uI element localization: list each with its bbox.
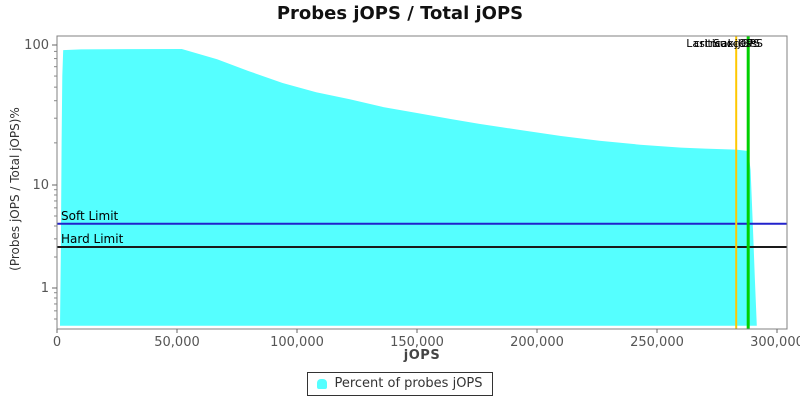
x-tick-label: 200,000 bbox=[510, 335, 564, 350]
hard-limit-label: Hard Limit bbox=[61, 232, 124, 246]
area-series-marker-icon bbox=[317, 378, 328, 389]
soft-limit-label: Soft Limit bbox=[61, 209, 119, 223]
legend-box: Percent of probes jOPS bbox=[307, 372, 493, 396]
y-tick-label: 1 bbox=[41, 281, 49, 296]
y-tick-label: 100 bbox=[24, 38, 49, 53]
x-tick-label: 150,000 bbox=[390, 335, 444, 350]
x-tick-label: 100,000 bbox=[270, 335, 324, 350]
vline-annotation-label: critical-jOPS bbox=[694, 37, 760, 50]
chart-legend: Percent of probes jOPS bbox=[0, 372, 800, 396]
x-tick-label: 250,000 bbox=[630, 335, 684, 350]
x-axis-label: jOPS bbox=[403, 348, 441, 363]
vline-annotation-label: Last Success bbox=[686, 37, 757, 50]
x-tick-label: 300,000 bbox=[750, 335, 800, 350]
vline-annotation-label: max-jOPS bbox=[710, 37, 763, 50]
x-tick-label: 50,000 bbox=[154, 335, 200, 350]
chart-title: Probes jOPS / Total jOPS bbox=[276, 3, 524, 24]
legend-series-label: Percent of probes jOPS bbox=[334, 376, 483, 391]
y-tick-label: 10 bbox=[32, 178, 49, 193]
x-tick-label: 0 bbox=[53, 335, 61, 350]
plot-border bbox=[56, 35, 788, 330]
area-series-percent-of-probes-jops bbox=[60, 49, 757, 326]
